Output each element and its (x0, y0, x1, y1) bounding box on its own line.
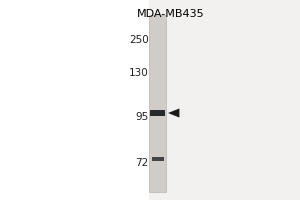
Text: 250: 250 (129, 35, 148, 45)
Text: 95: 95 (135, 112, 148, 122)
Text: MDA-MB435: MDA-MB435 (137, 9, 205, 19)
Text: 130: 130 (129, 68, 148, 78)
FancyBboxPatch shape (166, 0, 300, 200)
Text: 72: 72 (135, 158, 148, 168)
FancyBboxPatch shape (149, 15, 166, 192)
FancyBboxPatch shape (0, 0, 149, 200)
FancyBboxPatch shape (150, 110, 165, 116)
Polygon shape (168, 108, 179, 118)
FancyBboxPatch shape (152, 157, 164, 161)
